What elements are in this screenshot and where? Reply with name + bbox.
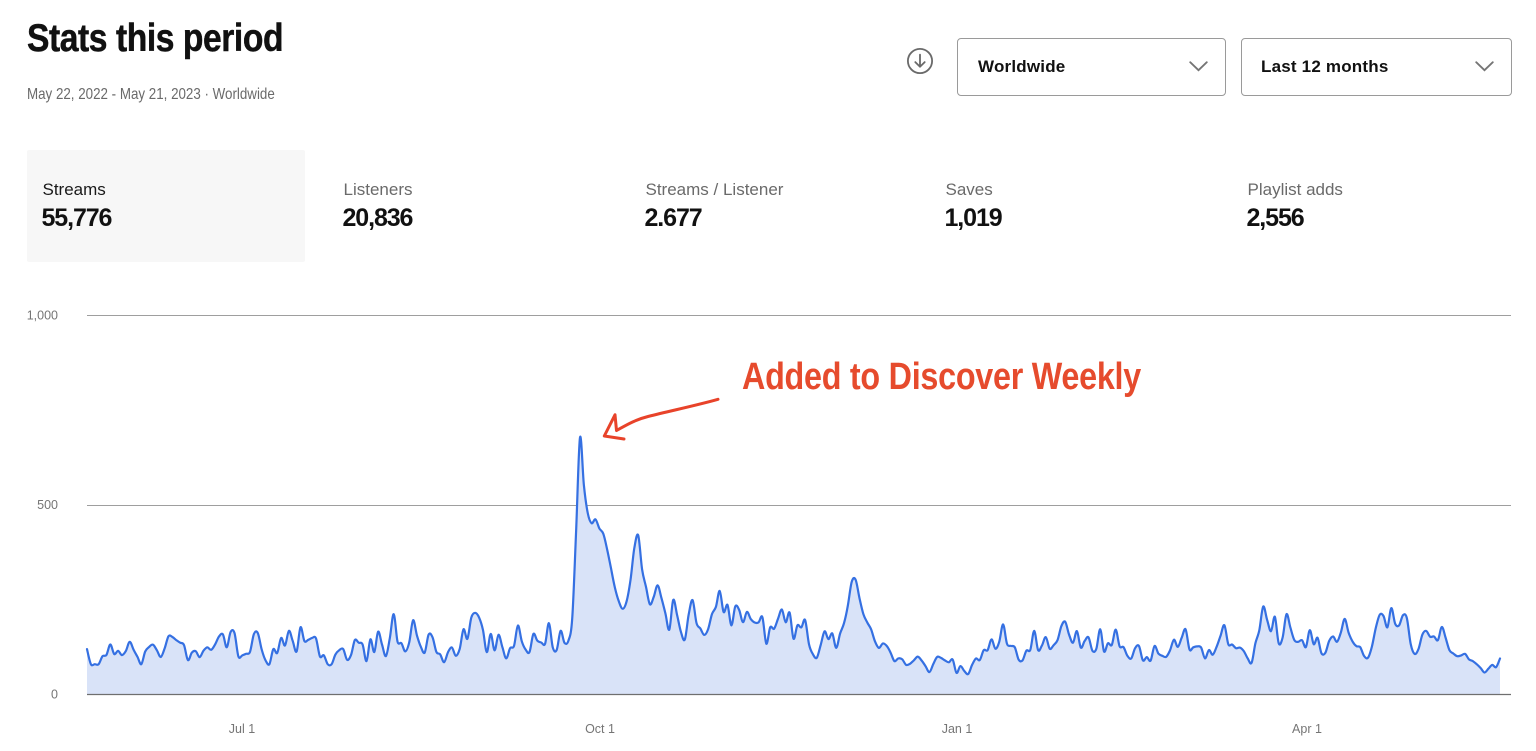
- svg-text:Jan 1: Jan 1: [942, 722, 973, 736]
- svg-text:1,000: 1,000: [27, 309, 58, 323]
- svg-text:500: 500: [37, 498, 58, 512]
- svg-text:Oct 1: Oct 1: [585, 722, 615, 736]
- svg-text:Apr 1: Apr 1: [1292, 722, 1322, 736]
- svg-text:0: 0: [51, 688, 58, 702]
- svg-text:Jul 1: Jul 1: [229, 722, 255, 736]
